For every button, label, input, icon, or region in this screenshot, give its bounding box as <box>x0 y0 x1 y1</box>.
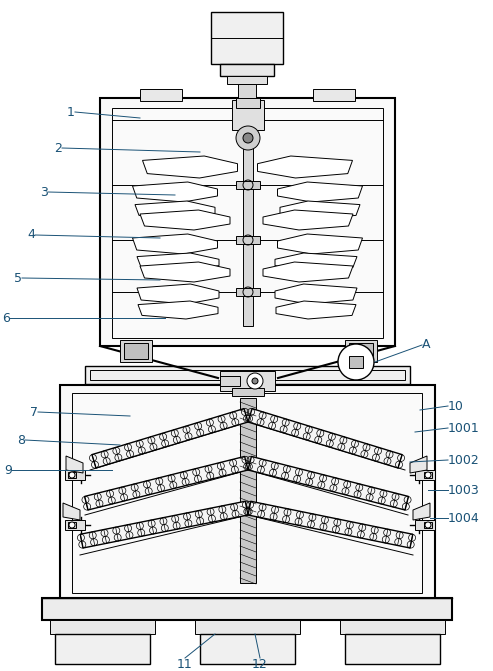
Bar <box>50 620 155 634</box>
Text: 3: 3 <box>40 185 48 199</box>
Polygon shape <box>63 503 80 520</box>
Text: 6: 6 <box>2 311 10 325</box>
Bar <box>240 398 256 583</box>
Text: 10: 10 <box>448 399 464 413</box>
Polygon shape <box>140 210 230 230</box>
Polygon shape <box>248 501 413 548</box>
Polygon shape <box>263 210 353 230</box>
Bar <box>72 393 422 593</box>
Text: 7: 7 <box>30 405 38 419</box>
Polygon shape <box>133 182 217 202</box>
Bar <box>236 288 260 296</box>
Polygon shape <box>137 253 219 271</box>
Circle shape <box>252 378 258 384</box>
Bar <box>120 340 152 362</box>
Bar <box>211 12 283 64</box>
Text: 1: 1 <box>67 105 75 119</box>
Bar <box>68 522 76 528</box>
Polygon shape <box>257 156 352 178</box>
Polygon shape <box>276 301 356 319</box>
Bar <box>124 343 148 359</box>
Bar <box>227 76 267 84</box>
Bar <box>195 620 300 634</box>
Text: 4: 4 <box>27 229 35 242</box>
Bar <box>345 340 377 362</box>
Polygon shape <box>133 234 217 254</box>
Bar <box>65 470 85 480</box>
Bar <box>90 370 405 380</box>
Text: 9: 9 <box>4 464 12 476</box>
Polygon shape <box>263 262 353 282</box>
Bar <box>220 371 275 391</box>
Circle shape <box>247 373 263 389</box>
Text: 2: 2 <box>54 142 62 154</box>
Bar <box>232 388 264 396</box>
Polygon shape <box>275 284 357 304</box>
Bar <box>220 64 274 76</box>
Polygon shape <box>248 456 409 510</box>
Bar <box>415 520 435 530</box>
Polygon shape <box>137 284 219 304</box>
Text: 1001: 1001 <box>448 421 480 435</box>
Circle shape <box>425 472 431 478</box>
Polygon shape <box>138 301 218 319</box>
Bar <box>349 343 373 359</box>
Bar <box>236 98 260 108</box>
Text: 8: 8 <box>17 433 25 446</box>
Text: 11: 11 <box>177 658 193 671</box>
Circle shape <box>243 133 253 143</box>
Polygon shape <box>92 409 248 468</box>
Bar <box>232 100 264 130</box>
Bar <box>100 98 395 346</box>
Polygon shape <box>275 253 357 271</box>
Polygon shape <box>278 182 362 202</box>
Text: A: A <box>422 338 430 352</box>
Polygon shape <box>248 409 402 468</box>
Text: 1002: 1002 <box>448 454 480 466</box>
Polygon shape <box>66 456 83 473</box>
Polygon shape <box>140 262 230 282</box>
Text: 12: 12 <box>252 658 268 671</box>
Polygon shape <box>280 201 360 219</box>
Bar <box>340 620 445 634</box>
Bar <box>236 181 260 189</box>
Bar <box>140 89 182 101</box>
Text: 5: 5 <box>14 272 22 285</box>
Bar <box>243 138 253 326</box>
Bar <box>60 385 435 600</box>
Polygon shape <box>410 456 427 473</box>
Text: 1003: 1003 <box>448 484 480 497</box>
Bar <box>200 634 295 664</box>
Circle shape <box>236 126 260 150</box>
Polygon shape <box>135 201 215 219</box>
Bar <box>345 634 440 664</box>
Bar <box>55 634 150 664</box>
Polygon shape <box>85 456 248 510</box>
Circle shape <box>425 522 431 528</box>
Bar <box>236 236 260 244</box>
Polygon shape <box>278 234 362 254</box>
Polygon shape <box>80 501 248 548</box>
Text: 1004: 1004 <box>448 511 480 525</box>
Bar <box>238 84 256 98</box>
Bar <box>65 520 85 530</box>
Bar <box>424 522 432 528</box>
Bar <box>313 89 355 101</box>
Bar <box>424 472 432 478</box>
Circle shape <box>338 344 374 380</box>
Bar <box>42 598 452 620</box>
Polygon shape <box>142 156 238 178</box>
Bar <box>415 470 435 480</box>
Bar <box>68 472 76 478</box>
Bar <box>349 356 363 368</box>
Circle shape <box>69 522 75 528</box>
Bar <box>112 108 383 338</box>
Bar <box>220 376 240 386</box>
Circle shape <box>69 472 75 478</box>
Polygon shape <box>413 503 430 520</box>
Bar <box>85 366 410 384</box>
